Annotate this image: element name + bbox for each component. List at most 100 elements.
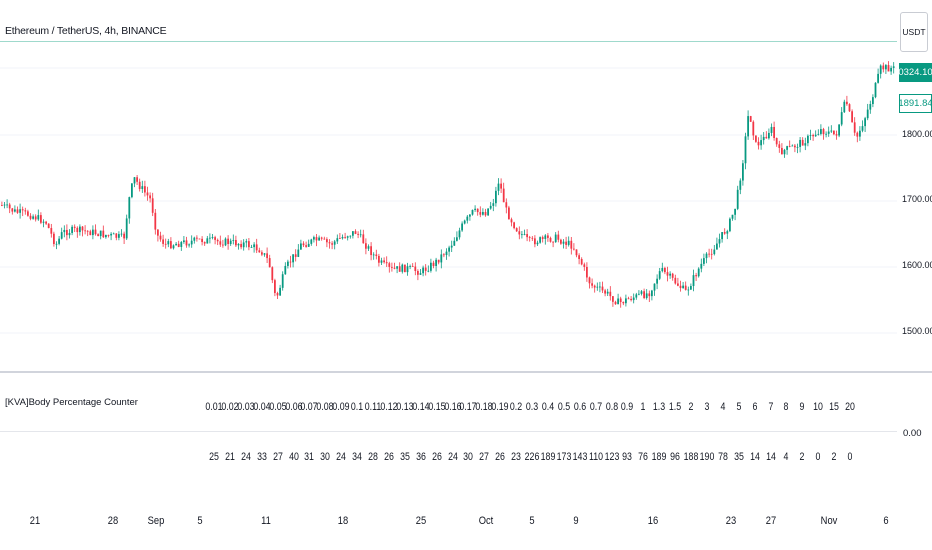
candle-body	[783, 149, 786, 155]
threshold-label: 0.07	[300, 401, 318, 413]
candle-body	[583, 264, 586, 267]
candle-body	[84, 230, 86, 232]
candle-body	[201, 238, 203, 243]
candle-body	[677, 283, 679, 286]
time-tick-label: 18	[337, 515, 349, 527]
candle-body	[487, 208, 489, 216]
count-label: 23	[511, 451, 521, 463]
candle-body	[172, 245, 175, 249]
candle-body	[705, 253, 708, 259]
candle-body	[190, 240, 193, 245]
candle-body	[804, 143, 807, 146]
candle-body	[357, 233, 359, 235]
candle-body	[37, 215, 40, 220]
candle-body	[669, 273, 671, 276]
count-label: 24	[336, 451, 347, 463]
time-tick-label: 6	[883, 515, 889, 527]
candle-body	[279, 287, 281, 296]
candle-body	[609, 291, 612, 297]
candle-body	[443, 254, 445, 256]
candle-body	[393, 267, 396, 269]
price-tick-1800: 1800.00	[902, 129, 932, 139]
candle-body	[765, 136, 768, 139]
candle-body	[679, 285, 682, 289]
candle-body	[24, 210, 27, 212]
candle-body	[843, 101, 846, 113]
candle-body	[102, 230, 105, 238]
threshold-label: 0.3	[525, 401, 539, 413]
symbol-title[interactable]: Ethereum / TetherUS, 4h, BINANCE	[5, 25, 167, 37]
candle-body	[788, 146, 791, 147]
candle-body	[248, 241, 250, 248]
threshold-label: 0.14	[412, 401, 430, 413]
price-chart-pane[interactable]: Ethereum / TetherUS, 4h, BINANCE	[0, 0, 897, 370]
candle-body	[760, 140, 762, 146]
candle-body	[453, 240, 456, 246]
candle-body	[565, 241, 567, 245]
candle-body	[651, 290, 653, 297]
candle-body	[240, 243, 242, 248]
count-label: 35	[399, 451, 410, 463]
candle-body	[219, 241, 222, 245]
candle-body	[47, 223, 50, 229]
count-label: 21	[224, 451, 235, 463]
candle-body	[14, 209, 16, 212]
threshold-label: 0.05	[269, 401, 287, 413]
candle-body	[188, 244, 190, 246]
candle-body	[450, 245, 453, 248]
candle-body	[846, 101, 848, 105]
candle-body	[762, 136, 765, 141]
candle-body	[336, 238, 339, 242]
candle-body	[107, 234, 110, 236]
candle-body	[752, 121, 755, 136]
price-axis[interactable]	[897, 0, 932, 370]
candle-body	[237, 243, 240, 246]
threshold-label: 0.5	[557, 401, 570, 413]
candle-body	[690, 286, 692, 290]
count-label: 189	[540, 451, 556, 463]
threshold-label: 4	[720, 401, 726, 413]
candle-body	[606, 291, 609, 294]
candle-body	[131, 183, 133, 198]
candle-body	[887, 65, 890, 72]
candle-body	[814, 134, 817, 137]
candle-body	[617, 298, 619, 305]
candle-body	[882, 65, 885, 70]
currency-button[interactable]: USDT	[900, 12, 928, 52]
candle-body	[333, 241, 336, 245]
count-label: 110	[588, 451, 603, 463]
candle-body	[747, 116, 749, 137]
candle-body	[141, 186, 144, 189]
candle-body	[396, 266, 398, 269]
indicator-title[interactable]: [KVA]Body Percentage Counter	[5, 397, 138, 408]
threshold-label: 0.17	[459, 401, 477, 413]
candle-body	[398, 266, 401, 272]
candle-body	[29, 215, 32, 219]
candle-body	[229, 240, 232, 245]
candle-body	[370, 246, 372, 256]
threshold-label: 1.5	[668, 401, 682, 413]
candle-body	[859, 130, 861, 137]
time-tick-label: 9	[573, 515, 579, 527]
candle-body	[744, 136, 747, 164]
candle-body	[359, 234, 362, 236]
candlestick-chart[interactable]	[0, 0, 897, 370]
candle-body	[40, 215, 42, 223]
candle-body	[177, 243, 180, 247]
candle-body	[435, 259, 437, 266]
candle-body	[349, 235, 352, 237]
candle-body	[227, 238, 229, 245]
candle-body	[479, 212, 482, 215]
candle-body	[180, 242, 183, 247]
candle-body	[354, 231, 357, 234]
count-row: 25 21 24 33 27 40 31 30 24 34 28 26 35 36 26 24 30 27 26 23…	[208, 451, 898, 471]
candle-body	[640, 291, 643, 294]
candle-body	[458, 230, 461, 238]
time-axis[interactable]: 21 28 Sep 5 11 18 25 Oct 5 9 16 23 27 Nov 6	[0, 505, 897, 535]
count-label: 27	[479, 451, 490, 463]
candle-body	[318, 237, 320, 241]
candle-body	[632, 297, 635, 301]
candle-body	[474, 208, 476, 210]
pane-divider[interactable]	[0, 371, 932, 373]
count-label: 36	[415, 451, 426, 463]
